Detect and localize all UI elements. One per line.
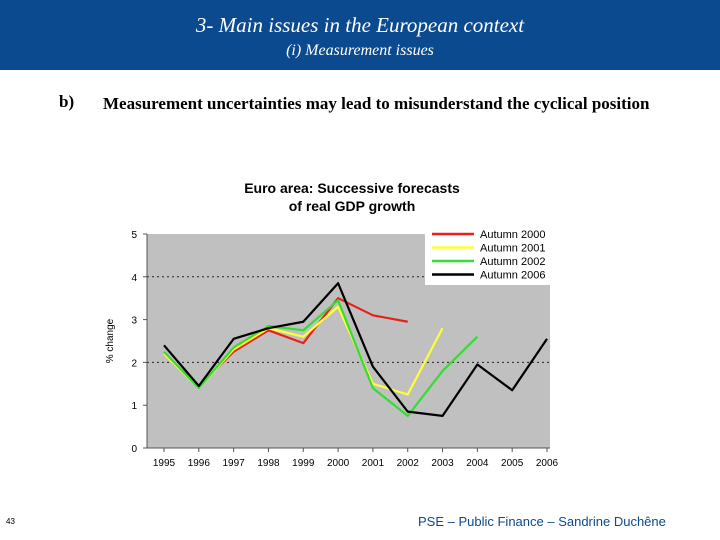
point-letter: b): [59, 92, 75, 111]
x-tick-label-2004: 2004: [466, 458, 489, 469]
x-tick-label-2006: 2006: [536, 458, 559, 469]
legend-label-1: Autumn 2000: [480, 229, 545, 241]
y-tick-label-3: 3: [131, 316, 137, 327]
x-tick-label-2002: 2002: [397, 458, 420, 469]
x-tick-label-1995: 1995: [153, 458, 176, 469]
x-tick-label-2001: 2001: [362, 458, 385, 469]
y-tick-label-5: 5: [131, 230, 137, 241]
legend-label-3: Autumn 2002: [480, 256, 545, 268]
y-tick-label-2: 2: [131, 358, 137, 369]
slide-subtitle: (i) Measurement issues: [286, 42, 434, 59]
series-line-autumn-2006: [163, 282, 548, 417]
footer-text: PSE – Public Finance – Sandrine Duchêne: [418, 514, 666, 529]
point-text: Measurement uncertainties may lead to mi…: [103, 94, 650, 113]
y-tick-label-4: 4: [131, 273, 137, 284]
y-axis-label: % change: [105, 318, 116, 363]
y-tick-label-0: 0: [131, 444, 137, 455]
chart-title-line-1: Euro area: Successive forecasts: [244, 180, 460, 196]
x-tick-label-2003: 2003: [431, 458, 454, 469]
legend-label-4: Autumn 2006: [480, 270, 545, 282]
x-tick-label-1996: 1996: [188, 458, 211, 469]
x-tick-label-1997: 1997: [223, 458, 246, 469]
page-number: 43: [6, 517, 15, 526]
x-tick-label-2000: 2000: [327, 458, 350, 469]
x-tick-label-2005: 2005: [501, 458, 524, 469]
x-tick-label-1999: 1999: [292, 458, 315, 469]
x-tick-label-1998: 1998: [257, 458, 280, 469]
gdp-forecast-chart: Euro area: Successive forecasts of real …: [105, 180, 565, 469]
slide-title: 3- Main issues in the European context: [195, 13, 525, 37]
title-bar: 3- Main issues in the European context (…: [0, 0, 720, 70]
chart-title-line-2: of real GDP growth: [289, 198, 416, 214]
series-line-autumn-2002: [163, 299, 479, 417]
legend-label-2: Autumn 2001: [480, 243, 545, 255]
y-tick-label-1: 1: [131, 401, 137, 412]
